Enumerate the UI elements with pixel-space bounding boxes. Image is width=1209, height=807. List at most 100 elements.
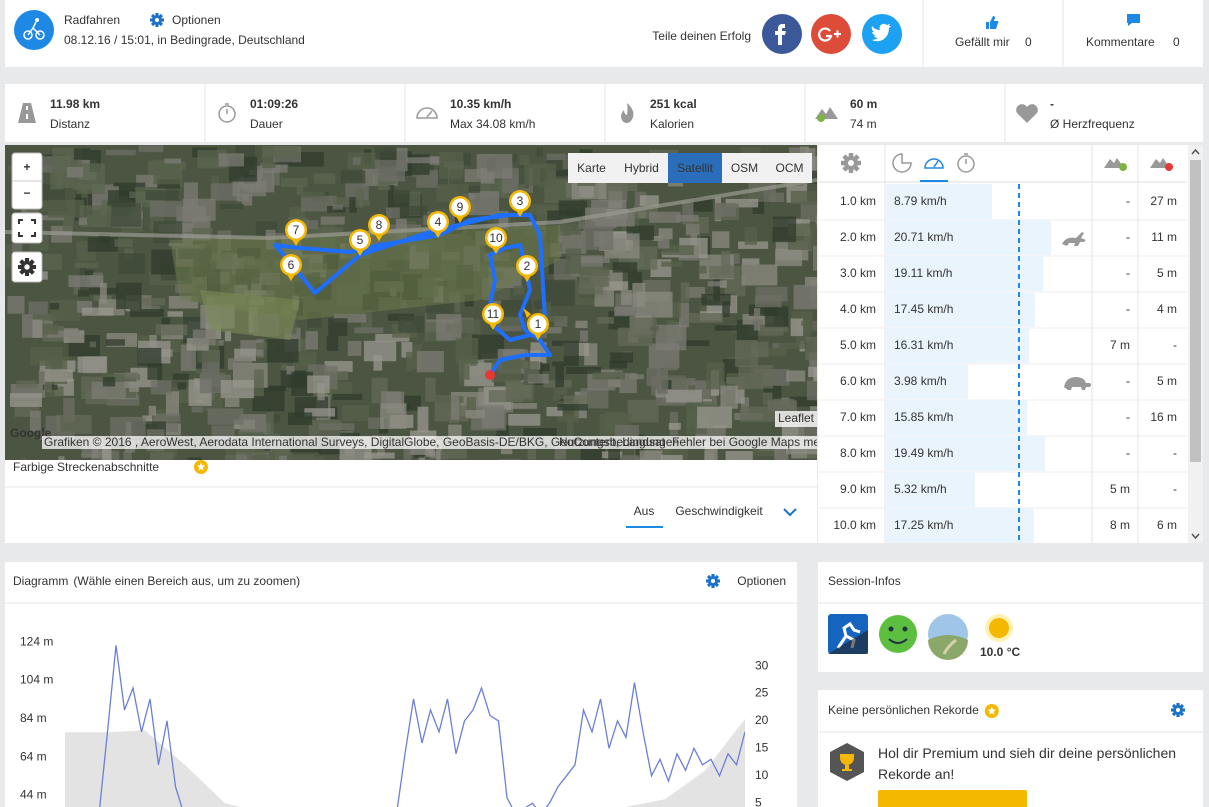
satellite-patch [320,216,345,225]
satellite-patch [706,362,725,390]
km-marker-label: 2 [524,259,531,273]
satellite-patch [556,231,587,254]
satellite-patch [98,233,111,243]
speed-bar [886,256,1044,291]
satellite-patch [84,269,94,276]
split-speed-icon[interactable] [924,158,944,169]
km-marker-label: 8 [376,218,383,232]
satellite-patch [326,335,339,351]
satellite-patch [518,164,529,189]
segment-tab[interactable]: Geschwindigkeit [675,504,763,518]
satellite-patch [439,151,464,179]
layer-button[interactable] [722,153,767,183]
satellite-patch [87,237,118,252]
activity-title: Radfahren [64,13,120,27]
satellite-patch [150,201,183,217]
satellite-patch [77,289,90,297]
gear-icon[interactable] [841,153,861,173]
gear-icon[interactable] [18,258,36,276]
satellite-patch [333,313,367,323]
comments-count[interactable]: 0 [1173,35,1180,49]
satellite-patch [32,319,43,338]
satellite-patch [714,325,738,331]
fullscreen-button[interactable] [11,212,43,244]
temperature: 10.0 °C [980,645,1020,659]
satellite-patch [470,356,477,366]
segment-tab[interactable]: Aus [634,504,655,518]
session-title: Session-Infos [828,574,901,588]
split-descent: 11 m [1151,230,1177,244]
satellite-patch [100,282,107,304]
share-label: Teile deinen Erfolg [652,29,751,43]
y-tick-label: 104 m [20,673,53,687]
split-ascent: - [1126,266,1130,280]
split-distance: 10.0 km [833,518,876,532]
y2-tick-label: 5 [755,795,762,807]
satellite-patch [375,146,397,159]
options-link[interactable]: Optionen [172,13,221,27]
satellite-patch [812,245,817,271]
stat-label: Max 34.08 km/h [450,117,535,131]
satellite-patch [697,406,733,429]
layer-button[interactable] [668,153,722,183]
layer-button[interactable] [615,153,668,183]
satellite-patch [44,369,73,382]
premium-button[interactable] [878,790,1027,807]
stat-value: 60 m [850,97,877,111]
satellite-patch [639,195,659,207]
leaflet-link[interactable]: Leaflet [778,411,815,425]
satellite-patch [575,320,588,329]
ascent-icon[interactable] [1104,158,1124,168]
satellite-patch [239,414,271,435]
satellite-patch [610,352,634,363]
googleplus-button[interactable] [811,14,851,54]
layer-button[interactable] [767,153,812,183]
zoom-in[interactable]: + [23,160,30,174]
diagram-options[interactable]: Optionen [737,574,786,588]
satellite-patch [675,340,710,347]
split-time-icon[interactable] [957,155,975,173]
satellite-patch [298,220,319,230]
layer-label[interactable]: Satellit [677,161,714,175]
comments-label[interactable]: Kommentare [1086,35,1155,49]
satellite-patch [806,380,817,401]
googleplus-plus [834,30,841,38]
y-tick-label: 84 m [20,711,47,725]
layer-label[interactable]: OSM [731,161,758,175]
split-pie-icon[interactable] [892,153,912,173]
satellite-patch [499,459,521,460]
satellite-patch [73,148,91,160]
satellite-patch [434,396,464,403]
layer-label[interactable]: Karte [577,161,606,175]
gear-icon[interactable] [706,574,720,588]
km-marker-inner [451,198,469,216]
layer-button[interactable] [568,153,615,183]
satellite-patch [398,315,425,333]
duration-icon [218,105,236,123]
likes-label[interactable]: Gefällt mir [955,35,1010,49]
gear-icon[interactable] [150,13,164,27]
zoom-out[interactable]: − [23,186,30,200]
layer-label[interactable]: Hybrid [624,161,659,175]
scroll-down[interactable] [1191,533,1200,540]
rider-head [35,18,39,22]
satellite-patch [553,387,567,395]
map-terms[interactable]: Nutzungsbedingungen [559,435,679,449]
gear-icon[interactable] [1171,703,1185,717]
descent-icon[interactable] [1150,158,1170,168]
satellite-patch [816,391,817,400]
map-report[interactable]: Fehler bei Google Maps melden [672,435,843,449]
scrollbar-thumb[interactable] [1190,160,1201,462]
activity-subtitle: 08.12.16 / 15:01, in Bedingrade, Deutsch… [64,33,305,47]
likes-count[interactable]: 0 [1025,35,1032,49]
satellite-patch [267,339,299,363]
km-marker-label: 7 [293,223,300,237]
segments-dropdown[interactable] [783,508,797,517]
satellite-patch [262,146,297,158]
scroll-up[interactable] [1191,148,1200,155]
satellite-patch [541,279,576,307]
layer-label[interactable]: OCM [776,161,804,175]
gear-hole [24,264,30,270]
satellite-patch [42,323,59,335]
gear-hole [154,17,160,23]
